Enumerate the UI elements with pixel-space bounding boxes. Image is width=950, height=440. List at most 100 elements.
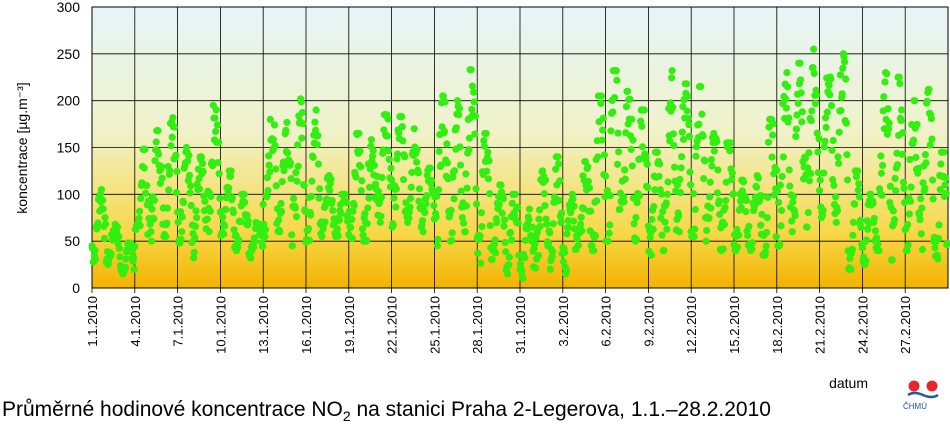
data-point	[342, 199, 351, 207]
data-point	[422, 200, 430, 208]
data-point	[457, 187, 465, 195]
data-point	[226, 172, 235, 180]
data-point	[612, 67, 620, 75]
data-point	[628, 162, 636, 170]
data-point	[314, 160, 323, 168]
data-point	[327, 175, 335, 183]
data-point	[263, 193, 271, 201]
data-point	[773, 187, 781, 195]
data-point	[546, 229, 554, 237]
data-point	[359, 231, 367, 239]
data-point	[931, 244, 939, 252]
data-point	[451, 167, 459, 175]
data-point	[941, 181, 949, 189]
data-point	[477, 259, 485, 267]
data-point	[406, 203, 414, 211]
data-point	[448, 229, 456, 237]
data-point	[163, 204, 172, 212]
x-tick-label: 4.1.2010	[128, 296, 143, 347]
data-point	[729, 190, 738, 198]
data-point	[587, 207, 595, 215]
data-point	[816, 187, 824, 195]
data-point	[122, 255, 130, 263]
data-point	[121, 263, 129, 272]
data-point	[899, 178, 908, 187]
data-point	[453, 97, 462, 105]
data-point	[720, 220, 729, 229]
data-point	[878, 191, 886, 199]
data-point	[554, 153, 562, 161]
data-point	[312, 106, 320, 114]
data-point	[773, 166, 781, 174]
data-point	[785, 114, 793, 122]
data-point	[147, 237, 156, 245]
data-point	[212, 106, 220, 114]
data-point	[739, 178, 748, 186]
data-point	[493, 219, 501, 227]
data-point	[173, 167, 181, 176]
data-point	[695, 120, 703, 128]
data-point	[269, 136, 277, 144]
data-point	[849, 231, 857, 239]
data-point	[318, 232, 326, 241]
data-point	[470, 88, 478, 96]
data-point	[593, 197, 601, 205]
data-point	[584, 163, 592, 171]
data-point	[614, 129, 622, 137]
data-point	[113, 223, 122, 231]
data-point	[805, 177, 814, 185]
data-point	[167, 142, 175, 150]
data-point	[627, 145, 635, 153]
data-point	[484, 148, 492, 156]
data-point	[410, 125, 418, 133]
data-point	[433, 242, 441, 250]
data-point	[657, 190, 666, 198]
data-point	[434, 186, 443, 194]
data-point	[259, 200, 267, 208]
x-tick-label: 6.2.2010	[599, 296, 614, 347]
data-point	[461, 228, 469, 236]
data-point	[307, 192, 315, 200]
data-point	[376, 218, 384, 227]
data-point	[794, 99, 802, 107]
data-point	[898, 106, 906, 114]
data-point	[726, 147, 734, 155]
data-point	[205, 228, 213, 236]
data-point	[791, 211, 799, 220]
data-point	[667, 74, 676, 82]
data-point	[128, 248, 136, 256]
data-point	[929, 195, 937, 203]
data-point	[385, 155, 393, 164]
data-point	[655, 172, 663, 180]
data-point	[304, 224, 312, 233]
data-point	[896, 79, 904, 88]
data-point	[521, 254, 529, 262]
y-tick-label: 0	[72, 280, 80, 296]
data-point	[763, 228, 771, 237]
caption-subscript: 2	[342, 408, 351, 425]
data-point	[508, 199, 516, 207]
data-point	[682, 80, 691, 88]
data-point	[610, 93, 619, 102]
data-point	[772, 233, 780, 241]
data-point	[350, 202, 358, 210]
data-point	[157, 163, 166, 171]
data-point	[737, 204, 745, 212]
data-point	[609, 108, 617, 116]
data-point	[877, 152, 885, 160]
data-point	[815, 135, 823, 143]
data-point	[261, 232, 269, 241]
data-point	[879, 161, 887, 170]
data-point	[264, 152, 273, 160]
data-point	[825, 81, 833, 89]
data-point	[299, 120, 307, 128]
data-point	[843, 176, 852, 184]
data-point	[928, 135, 936, 143]
data-point	[463, 184, 471, 192]
data-point	[165, 186, 173, 194]
data-point	[525, 205, 534, 213]
data-point	[923, 97, 931, 105]
data-point	[635, 192, 644, 200]
data-point	[435, 147, 443, 156]
data-point	[804, 208, 812, 217]
